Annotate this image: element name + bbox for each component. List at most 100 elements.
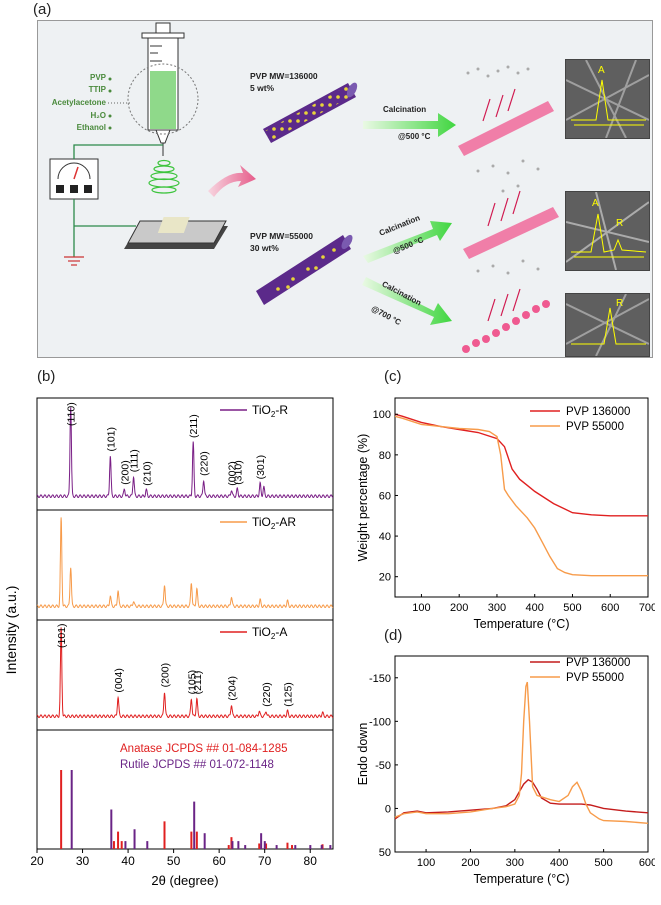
crystal-row-2 xyxy=(463,159,559,259)
panel-label-d: (d) xyxy=(384,627,403,644)
x-tick-label: 40 xyxy=(121,854,135,868)
row2-caption-wt: 30 wt% xyxy=(250,243,279,253)
peak-label: (105) xyxy=(186,670,198,695)
x-tick-label: 200 xyxy=(461,857,479,869)
x-tick-label: 400 xyxy=(526,602,544,614)
legend-text-1: PVP 55000 xyxy=(566,421,624,433)
x-tick-label: 700 xyxy=(639,602,655,614)
electrospinning-jet xyxy=(148,159,180,194)
legend-text-tio2-r: TiO2-R xyxy=(252,403,288,419)
calcination-label-1: Calcination xyxy=(383,105,427,114)
y-axis-label: Intensity (a.u.) xyxy=(3,586,19,675)
peak-label: (002) xyxy=(226,461,238,486)
x-tick-label: 300 xyxy=(488,602,506,614)
peak-label: (101) xyxy=(56,623,68,648)
y-axis-label: Endo down xyxy=(356,723,370,786)
y-tick-label: -150 xyxy=(369,673,391,685)
peak-label: (211) xyxy=(192,671,204,695)
peak-label: (211) xyxy=(188,414,200,438)
xrd-trace-tio2-ar xyxy=(36,517,334,609)
legend-text-0: PVP 136000 xyxy=(566,657,630,669)
peak-label: (200) xyxy=(160,663,172,688)
peak-label: (301) xyxy=(255,455,267,480)
x-tick-label: 600 xyxy=(639,857,655,869)
calcination-arrow-3 xyxy=(362,277,452,325)
schematic-drawing xyxy=(49,22,559,353)
x-tick-label: 100 xyxy=(417,857,435,869)
sem-image-1: A xyxy=(565,59,650,139)
y-tick-label: 60 xyxy=(379,490,391,502)
y-tick-label: 0 xyxy=(385,803,391,815)
series-line-1 xyxy=(394,415,648,577)
syringe-icon xyxy=(127,22,199,156)
row1-caption-mw: PVP MW=136000 xyxy=(250,71,318,81)
panel-label-a: (a) xyxy=(33,1,52,18)
temp-label-1: @500 °C xyxy=(398,132,431,141)
x-tick-label: 20 xyxy=(30,854,44,868)
crystal-row-3 xyxy=(462,259,550,353)
peak-label: (210) xyxy=(141,461,153,486)
row1-caption-wt: 5 wt% xyxy=(250,83,275,93)
x-tick-label: 500 xyxy=(563,602,581,614)
y-tick-label: 100 xyxy=(373,409,391,421)
anatase-ref-label: Anatase JCPDS ## 01-084-1285 xyxy=(120,743,288,755)
ingredient-pvp: PVP xyxy=(89,73,106,82)
peak-label: (111) xyxy=(129,449,141,472)
legend-text-tio2-a: TiO2-A xyxy=(252,625,287,641)
sem-image-3: R xyxy=(565,293,650,357)
sem-image-2: A R xyxy=(565,191,650,271)
y-axis-label: Weight percentage (%) xyxy=(356,434,370,562)
x-axis-label: Temperature (°C) xyxy=(474,872,570,886)
row2-caption-mw: PVP MW=55000 xyxy=(250,231,313,241)
sem-label-rutile-2: R xyxy=(616,218,624,229)
peak-label: (004) xyxy=(113,668,125,693)
xrd-trace-tio2-r xyxy=(36,407,334,499)
x-tick-label: 300 xyxy=(506,857,524,869)
plot-frame xyxy=(36,397,334,850)
x-axis-label: Temperature (°C) xyxy=(474,617,570,631)
legend-text-0: PVP 136000 xyxy=(566,406,630,418)
x-tick-label: 50 xyxy=(167,854,181,868)
tga-chart: PVP 136000 PVP 55000 100 200 300 400 500 600 700… xyxy=(356,397,655,631)
sem-label-anatase: A xyxy=(598,65,605,76)
ground-icon xyxy=(64,256,84,266)
sem-label-anatase-2: A xyxy=(592,198,599,209)
peak-label: (110) xyxy=(66,402,78,426)
x-tick-label: 60 xyxy=(212,854,226,868)
fiber-row-1 xyxy=(263,82,358,143)
panel-label-b: (b) xyxy=(37,368,56,385)
y-tick-label: 80 xyxy=(379,450,391,462)
plot-frame xyxy=(394,655,649,853)
calcination-arrow-2 xyxy=(363,221,452,263)
collector-plate xyxy=(124,217,228,249)
x-tick-label: 70 xyxy=(258,854,272,868)
panel-label-c: (c) xyxy=(384,368,402,385)
peak-label: (204) xyxy=(226,676,238,701)
y-tick-label: -100 xyxy=(369,716,391,728)
x-tick-label: 400 xyxy=(550,857,568,869)
peak-label: (220) xyxy=(199,451,211,476)
peak-label: (125) xyxy=(282,682,294,707)
fiber-row-2 xyxy=(256,234,353,305)
ingredient-water: H₂O xyxy=(90,111,106,120)
legend-text-1: PVP 55000 xyxy=(566,672,624,684)
series-line-0 xyxy=(394,778,649,820)
x-tick-label: 30 xyxy=(76,854,90,868)
plot-frame xyxy=(394,397,649,598)
y-tick-label: -50 xyxy=(375,760,391,772)
x-axis-label: 2θ (degree) xyxy=(151,873,218,888)
peak-label: (101) xyxy=(105,427,117,452)
x-tick-label: 100 xyxy=(412,602,430,614)
x-tick-label: 200 xyxy=(450,602,468,614)
crystal-row-1 xyxy=(458,65,554,156)
xrd-trace-tio2-a xyxy=(36,627,334,719)
y-tick-label: 50 xyxy=(379,847,391,859)
legend-text-tio2-ar: TiO2-AR xyxy=(252,515,296,531)
sem-label-rutile-3: R xyxy=(616,298,624,309)
x-tick-label: 500 xyxy=(594,857,612,869)
ingredient-ttip: TTIP xyxy=(88,85,106,94)
peak-label: (310) xyxy=(232,460,244,485)
series-line-1 xyxy=(394,681,649,824)
power-supply-icon xyxy=(49,158,99,200)
